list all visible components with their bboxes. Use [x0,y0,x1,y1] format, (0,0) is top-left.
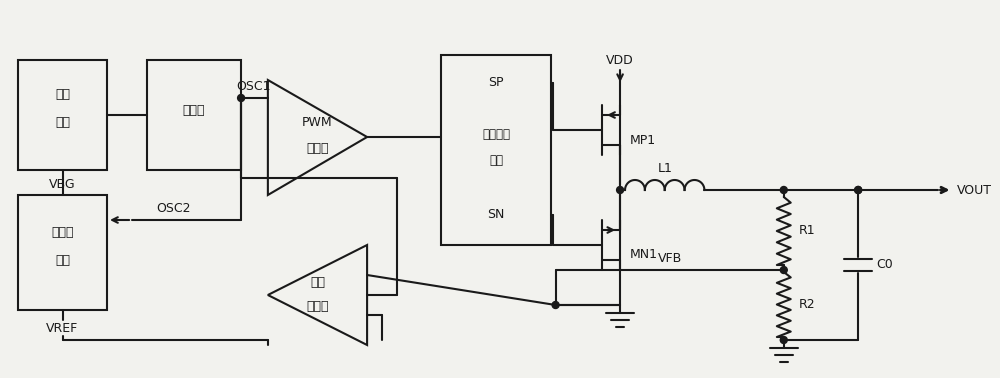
Text: 基准: 基准 [55,116,70,129]
Text: R1: R1 [799,223,815,237]
Text: 带隙: 带隙 [55,88,70,102]
Circle shape [617,186,624,194]
Text: MP1: MP1 [630,133,656,147]
Text: SP: SP [488,76,504,90]
Text: C0: C0 [876,259,893,271]
Bar [441,55,551,245]
Text: VBG: VBG [49,178,76,192]
Text: L1: L1 [657,161,672,175]
Text: SN: SN [487,209,505,222]
Text: 开关逻辑: 开关逻辑 [482,129,510,141]
Text: 振荡器: 振荡器 [182,104,205,116]
Text: 控制: 控制 [489,153,503,166]
Circle shape [238,94,245,102]
Text: 比较器: 比较器 [306,141,329,155]
Text: OSC2: OSC2 [156,201,191,214]
Text: 放大器: 放大器 [306,301,329,313]
Text: VFB: VFB [658,251,682,265]
Text: MN1: MN1 [630,248,658,262]
Circle shape [855,186,862,194]
Circle shape [780,266,787,274]
Text: 误差: 误差 [310,276,325,290]
Bar [18,195,107,310]
Circle shape [855,186,862,194]
Text: R2: R2 [799,299,815,311]
Circle shape [780,186,787,194]
Circle shape [780,336,787,344]
Circle shape [552,302,559,308]
Bar [18,60,107,170]
Text: 软启动: 软启动 [51,226,74,240]
Text: VREF: VREF [46,322,79,335]
Bar [147,60,241,170]
Text: 电路: 电路 [55,254,70,266]
Text: PWM: PWM [302,116,333,129]
Text: VDD: VDD [606,54,634,67]
Text: VOUT: VOUT [957,183,992,197]
Text: OSC1: OSC1 [237,79,271,93]
